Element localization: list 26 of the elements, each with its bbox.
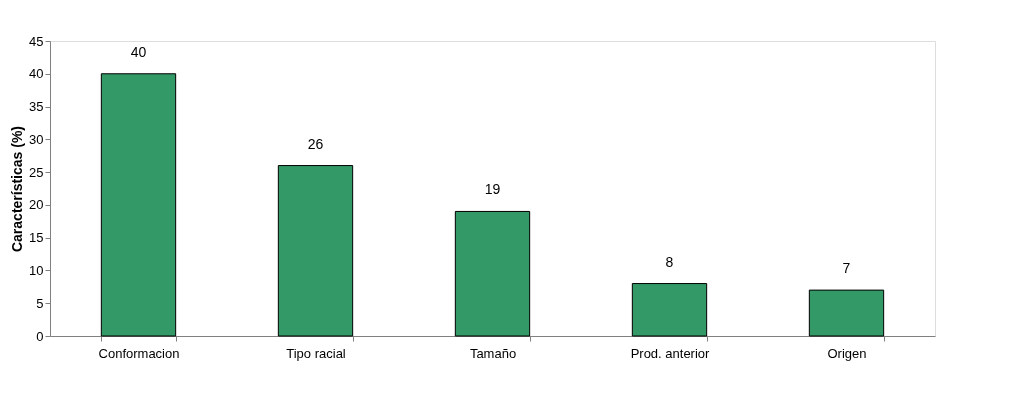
y-tick-label: 45 [29, 33, 44, 49]
data-label: 26 [307, 135, 324, 152]
y-tick-label: 35 [29, 99, 44, 115]
bar [277, 165, 354, 337]
y-axis-title: Características (%) [9, 125, 26, 253]
bar [454, 210, 531, 337]
data-label: 8 [665, 253, 674, 270]
bar [808, 289, 885, 337]
y-tick-label: 10 [29, 262, 44, 278]
data-label: 19 [484, 181, 501, 198]
y-tick-label: 30 [29, 131, 44, 147]
y-tick-label: 20 [29, 197, 44, 213]
y-tick-label: 0 [36, 328, 44, 344]
data-label: 40 [130, 43, 147, 60]
y-tick-label: 5 [36, 295, 44, 311]
x-tick-label: Origen [827, 345, 867, 361]
y-tick-label: 40 [29, 66, 44, 82]
x-tick-label: Prod. anterior [630, 345, 711, 361]
y-tick-label: 25 [29, 164, 44, 180]
data-label: 7 [842, 260, 851, 277]
bar [100, 73, 177, 337]
x-tick-label: Tamaño [469, 345, 517, 361]
bar [631, 283, 708, 337]
x-tick-label: Tipo racial [286, 345, 346, 361]
y-tick-label: 15 [29, 230, 44, 246]
x-tick-label: Conformacion [98, 345, 180, 361]
